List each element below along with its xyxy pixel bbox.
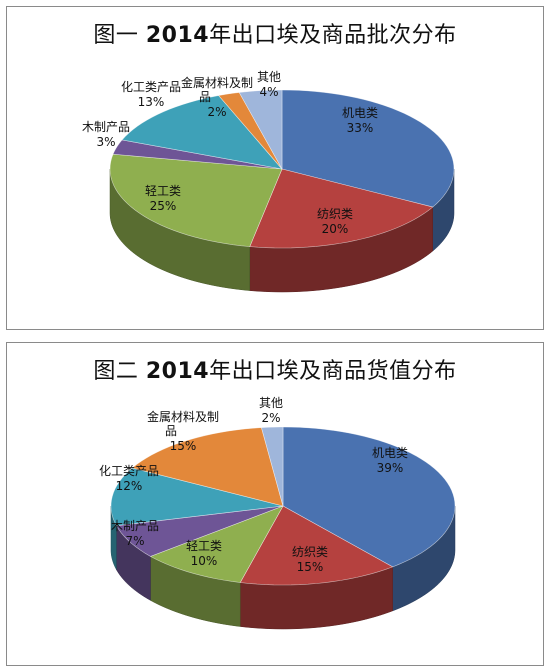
- pie-1-slice-2: [109, 153, 283, 247]
- pie-1-slices: [109, 89, 455, 249]
- chart-title-2-year: 2014: [145, 359, 210, 384]
- pie-2-slice-1: [239, 505, 394, 586]
- pie-1-label-value-5: 2%: [207, 105, 226, 119]
- pie-2-slice-6: [261, 426, 284, 507]
- chart-title-2-prefix: 图二: [93, 359, 139, 384]
- chart-title-2: 图二 2014年出口埃及商品货值分布: [7, 353, 543, 385]
- pie-2-slices: [110, 426, 456, 586]
- pie-2-labels: 机电类39%纺织类15%轻工类10%木制产品7%化工类产品12%金属材料及制品1…: [99, 396, 408, 574]
- pie-1-slice-4: [121, 95, 283, 170]
- pie-1-label-value-4: 13%: [138, 95, 165, 109]
- pie-2-label-name-1: 纺织类: [292, 545, 328, 559]
- pie-1-slice-1: [249, 168, 434, 249]
- pie-1-label-value-0: 33%: [347, 121, 374, 135]
- pie-2-slice-3: [115, 505, 284, 557]
- chart-title-2-rest: 年出口埃及商品货值分布: [209, 359, 457, 384]
- pie-2-label-name-6: 其他: [259, 396, 283, 410]
- pie-1-label-name-4: 化工类产品: [121, 80, 181, 94]
- pie-chart-2: 机电类39%纺织类15%轻工类10%木制产品7%化工类产品12%金属材料及制品1…: [99, 396, 456, 630]
- pie-1-slice-3: [112, 139, 283, 170]
- pie-2-slice-5: [131, 427, 284, 507]
- pie-2-slice-2: [149, 505, 284, 583]
- pie-2-label-value-6: 2%: [261, 411, 280, 425]
- pie-2-label-value-5: 15%: [170, 439, 197, 453]
- pie-1-label-value-6: 4%: [259, 85, 278, 99]
- pie-2-label-value-4: 12%: [116, 479, 143, 493]
- pie-1-slice-5: [218, 92, 283, 170]
- pie-2-label-value-3: 7%: [125, 534, 144, 548]
- pie-2-label-name-5: 金属材料及制品: [147, 409, 219, 438]
- pie-2-label-value-2: 10%: [191, 554, 218, 568]
- pie-1-label-value-2: 25%: [150, 199, 177, 213]
- pie-1-label-value-3: 3%: [96, 135, 115, 149]
- pie-1-label-name-1: 纺织类: [317, 207, 353, 221]
- pie-2-slice-4: [110, 467, 284, 526]
- pie-2-label-name-2: 轻工类: [186, 539, 222, 553]
- chart-panel-1: 图一 2014年出口埃及商品批次分布 机电类 33% 纺织类 20% 轻工类 25% 木制产…: [6, 6, 544, 330]
- pie-2-label-value-0: 39%: [377, 461, 404, 475]
- pie-1-label-name-0: 机电类: [342, 106, 378, 120]
- pie-2-label-value-1: 15%: [297, 560, 324, 574]
- pie-1-label-name-2: 轻工类: [145, 184, 181, 198]
- pie-2-label-name-0: 机电类: [372, 446, 408, 460]
- pie-1-label-value-1: 20%: [322, 222, 349, 236]
- chart-panel-2: 图二 2014年出口埃及商品货值分布 机电类 39% 纺织类 15% 轻工类 10% 木制产…: [6, 342, 544, 666]
- chart-title-1-rest: 年出口埃及商品批次分布: [209, 23, 457, 48]
- pie-1-label-name-6: 其他: [257, 70, 281, 84]
- pie-2-slice-0: [282, 426, 456, 568]
- chart-title-1-prefix: 图一: [93, 23, 139, 48]
- pie-1-label-name-5: 金属材料及制品: [181, 75, 253, 104]
- pie-1-slice-0: [281, 89, 455, 208]
- chart-title-1: 图一 2014年出口埃及商品批次分布: [7, 17, 543, 49]
- chart-title-1-year: 2014: [145, 23, 210, 48]
- pie-1-slice-6: [238, 89, 283, 171]
- pie-2-label-name-3: 木制产品: [111, 519, 159, 533]
- pie-1-label-name-3: 木制产品: [82, 120, 130, 134]
- pie-2-label-name-4: 化工类产品: [99, 464, 159, 478]
